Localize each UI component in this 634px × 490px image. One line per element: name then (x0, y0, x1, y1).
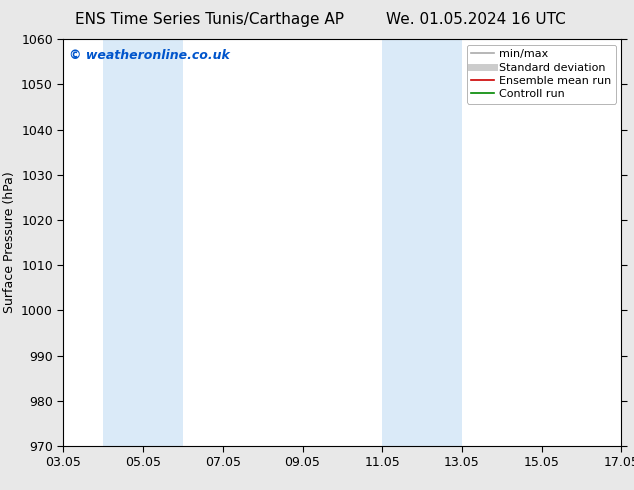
Legend: min/max, Standard deviation, Ensemble mean run, Controll run: min/max, Standard deviation, Ensemble me… (467, 45, 616, 104)
Bar (103, 39, 183, 446)
Bar (382, 39, 462, 446)
Text: © weatheronline.co.uk: © weatheronline.co.uk (69, 49, 230, 62)
Text: ENS Time Series Tunis/Carthage AP: ENS Time Series Tunis/Carthage AP (75, 12, 344, 27)
Text: We. 01.05.2024 16 UTC: We. 01.05.2024 16 UTC (385, 12, 566, 27)
Y-axis label: Surface Pressure (hPa): Surface Pressure (hPa) (3, 172, 16, 314)
